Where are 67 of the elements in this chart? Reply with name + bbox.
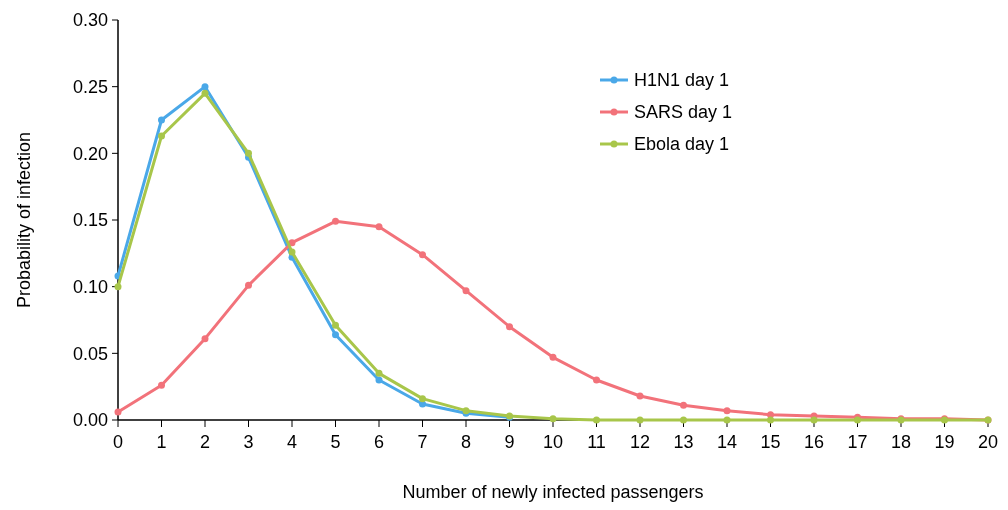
y-tick-label: 0.05 xyxy=(72,343,108,364)
point xyxy=(288,248,296,256)
x-tick-label: 16 xyxy=(803,432,825,452)
point xyxy=(723,407,731,415)
point xyxy=(593,416,600,424)
y-tick-label: 0.25 xyxy=(72,76,108,97)
legend-label: Ebola day 1 xyxy=(634,134,730,155)
point xyxy=(375,376,383,384)
x-tick-label: 14 xyxy=(716,432,738,452)
point xyxy=(549,415,557,423)
x-tick-label: 20 xyxy=(977,432,999,452)
x-tick-label: 4 xyxy=(286,432,298,452)
point xyxy=(201,335,209,343)
x-tick-label: 11 xyxy=(587,432,606,452)
y-tick-label: 0.00 xyxy=(72,410,108,431)
point xyxy=(810,416,818,424)
point xyxy=(549,353,557,361)
point xyxy=(245,281,252,289)
y-tick-label: 0.15 xyxy=(72,210,108,231)
y-axis-title: Probability of infection xyxy=(14,131,34,309)
x-tick-label: 7 xyxy=(417,432,428,452)
point xyxy=(680,416,687,424)
point xyxy=(158,116,165,124)
x-tick-label: 1 xyxy=(156,432,167,452)
point xyxy=(419,251,426,259)
point xyxy=(375,369,383,377)
x-tick-label: 5 xyxy=(330,432,341,452)
legend-label: H1N1 day 1 xyxy=(634,70,730,91)
legend-label: SARS day 1 xyxy=(634,102,733,123)
point xyxy=(114,408,122,416)
point xyxy=(723,416,731,424)
point xyxy=(506,323,513,331)
y-tick-label: 0.20 xyxy=(72,143,108,164)
x-axis-title: Number of newly infected passengers xyxy=(402,482,704,502)
x-tick-label: 17 xyxy=(847,432,868,452)
point xyxy=(332,217,339,225)
point xyxy=(288,239,296,247)
point xyxy=(767,416,774,424)
point xyxy=(245,149,252,157)
point xyxy=(767,411,774,419)
x-tick-label: 12 xyxy=(629,432,651,452)
point xyxy=(158,132,165,140)
point xyxy=(332,321,339,329)
y-tick-label: 0.10 xyxy=(72,276,108,297)
x-tick-label: 19 xyxy=(934,432,955,452)
point xyxy=(462,287,470,295)
x-tick-label: 6 xyxy=(373,432,385,452)
point xyxy=(201,89,209,97)
point xyxy=(593,376,600,384)
x-tick-label: 10 xyxy=(542,432,564,452)
y-tick-label: 0.30 xyxy=(72,10,108,31)
x-tick-label: 2 xyxy=(199,432,211,452)
point xyxy=(636,416,644,424)
x-tick-label: 3 xyxy=(243,432,254,452)
point xyxy=(636,392,644,400)
point xyxy=(419,395,426,403)
x-tick-label: 8 xyxy=(460,432,472,452)
point xyxy=(201,83,209,91)
point xyxy=(375,223,383,231)
x-tick-label: 15 xyxy=(760,432,781,452)
point xyxy=(332,331,339,339)
x-tick-label: 13 xyxy=(673,432,694,452)
point xyxy=(680,401,687,409)
x-tick-label: 9 xyxy=(504,432,515,452)
x-tick-label: 18 xyxy=(890,432,912,452)
x-tick-label: 0 xyxy=(112,432,124,452)
point xyxy=(158,381,165,389)
